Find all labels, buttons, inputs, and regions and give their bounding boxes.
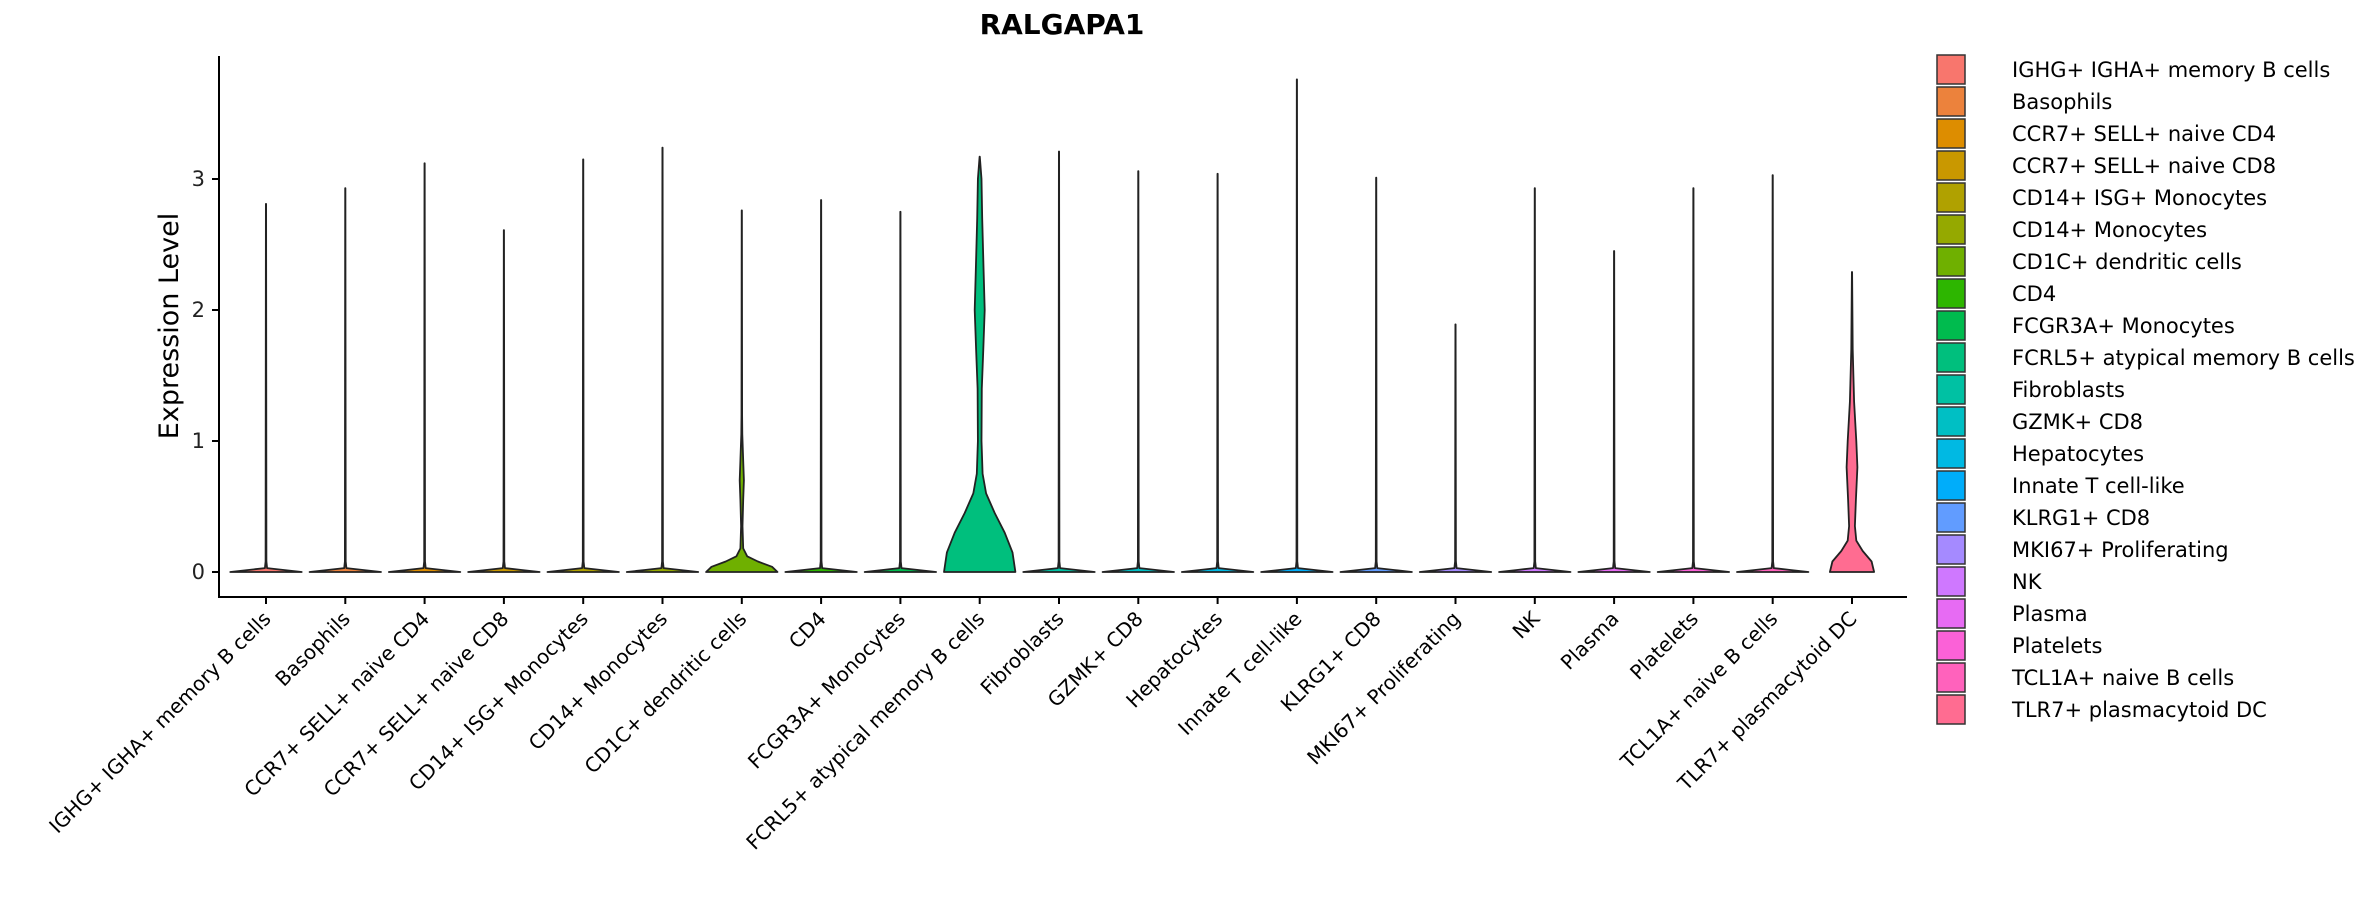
legend-label: CCR7+ SELL+ naive CD4 (2012, 122, 2276, 146)
legend-label: CD14+ Monocytes (2012, 218, 2207, 242)
violin-12 (1181, 172, 1255, 573)
legend-key (1936, 534, 1966, 565)
legend-label: FCRL5+ atypical memory B cells (2012, 346, 2355, 370)
legend-key (1936, 54, 1966, 85)
legend-key (1936, 310, 1966, 341)
legend-label: GZMK+ CD8 (2012, 410, 2143, 434)
legend-label: CD1C+ dendritic cells (2012, 250, 2242, 274)
legend-key (1936, 438, 1966, 469)
legend-label: Hepatocytes (2012, 442, 2144, 466)
violin-15 (1418, 323, 1493, 573)
legend-key (1936, 470, 1966, 501)
violin-14 (1339, 176, 1413, 573)
legend-label: CCR7+ SELL+ naive CD8 (2012, 154, 2276, 178)
legend-label: Platelets (2012, 634, 2102, 658)
violin-18 (1656, 187, 1730, 573)
violin-7 (784, 199, 858, 573)
legend-key (1936, 342, 1966, 373)
x-tick-label: TCL1A+ naive B cells (1615, 607, 1782, 774)
violin-2 (388, 162, 462, 573)
violin-8 (863, 210, 937, 573)
legend-label: Basophils (2012, 90, 2112, 114)
y-tick-label: 1 (192, 429, 205, 453)
legend-key (1936, 118, 1966, 149)
legend-key (1936, 598, 1966, 629)
legend: IGHG+ IGHA+ memory B cells Basophils CCR7+… (1936, 54, 2355, 725)
y-tick-label: 0 (192, 560, 205, 584)
legend-key (1936, 86, 1966, 117)
chart-title: RALGAPA1 (980, 8, 1145, 41)
legend-key (1936, 502, 1966, 533)
legend-label: Innate T cell-like (2012, 474, 2185, 498)
legend-key (1936, 406, 1966, 437)
violin-0 (229, 203, 303, 573)
violin-17 (1577, 250, 1651, 573)
legend-key (1936, 182, 1966, 213)
legend-label: NK (2012, 570, 2043, 594)
violin-10 (1022, 150, 1096, 573)
violin-3 (467, 229, 541, 573)
legend-label: MKI67+ Proliferating (2012, 538, 2229, 562)
legend-label: TCL1A+ naive B cells (2011, 666, 2234, 690)
violin-11 (1101, 170, 1175, 573)
x-tick-label: CD14+ Monocytes (524, 607, 672, 755)
violin-5 (625, 146, 700, 573)
x-tick-label: CD4 (784, 607, 831, 654)
legend-label: KLRG1+ CD8 (2012, 506, 2150, 530)
legend-key (1936, 150, 1966, 181)
y-tick-label: 2 (192, 298, 205, 322)
legend-key (1936, 246, 1966, 277)
x-tick-label: Basophils (270, 607, 355, 692)
x-tick-label: CD1C+ dendritic cells (580, 607, 752, 779)
legend-key (1936, 278, 1966, 309)
x-tick-label: MKI67+ Proliferating (1302, 607, 1465, 770)
x-tick-label: NK (1508, 606, 1545, 643)
x-tick-label: Platelets (1625, 607, 1703, 685)
legend-key (1936, 630, 1966, 661)
legend-key (1936, 374, 1966, 405)
legend-label: TLR7+ plasmacytoid DC (2011, 698, 2267, 722)
legend-label: Fibroblasts (2012, 378, 2125, 402)
violin-9 (943, 155, 1017, 573)
legend-key (1936, 662, 1966, 693)
violin-19 (1736, 174, 1810, 573)
violin-13 (1260, 78, 1334, 573)
legend-key (1936, 566, 1966, 597)
legend-label: FCGR3A+ Monocytes (2012, 314, 2235, 338)
x-tick-label: Plasma (1556, 607, 1624, 675)
legend-key (1936, 694, 1966, 725)
legend-key (1936, 214, 1966, 245)
legend-label: CD14+ ISG+ Monocytes (2012, 186, 2267, 210)
legend-label: CD4 (2012, 282, 2056, 306)
y-tick-label: 3 (192, 167, 205, 191)
x-tick-label: IGHG+ IGHA+ memory B cells (44, 607, 275, 838)
violin-4 (546, 158, 620, 573)
x-tick-label: FCGR3A+ Monocytes (743, 607, 910, 774)
violin-1 (308, 187, 382, 573)
y-axis-label: Expression Level (154, 213, 185, 439)
violin-16 (1498, 187, 1572, 573)
legend-label: Plasma (2012, 602, 2088, 626)
violin-6 (705, 209, 779, 573)
legend-label: IGHG+ IGHA+ memory B cells (2012, 58, 2330, 82)
violin-20 (1829, 271, 1875, 573)
